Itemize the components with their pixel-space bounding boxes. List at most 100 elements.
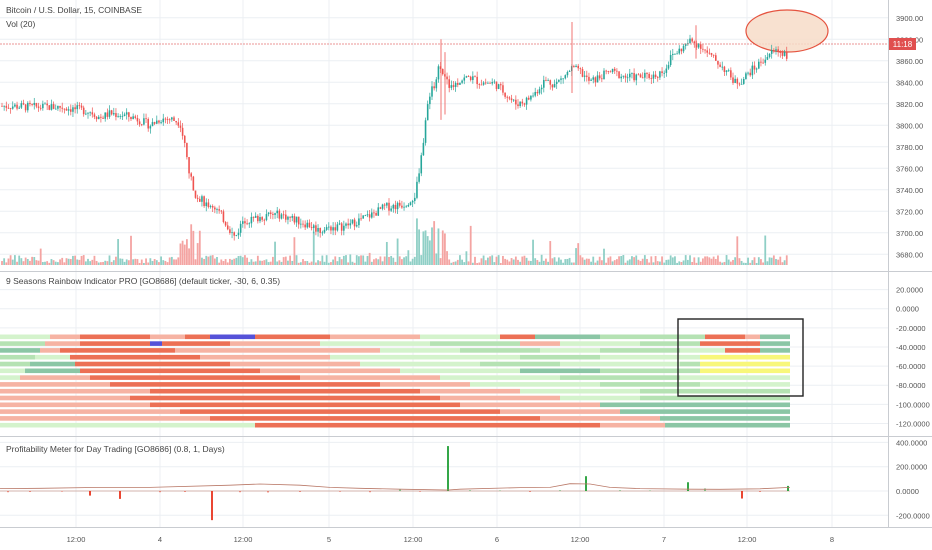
candle-body (312, 225, 315, 229)
axis-tick-label: 3820.00 (896, 100, 923, 109)
volume-bar (201, 257, 203, 265)
candle-body (699, 44, 702, 49)
volume-bar (450, 262, 453, 265)
candle-body (667, 65, 670, 69)
rainbow-segment (560, 375, 680, 380)
candle-body (682, 45, 685, 52)
candle-body (267, 212, 270, 215)
candle-body (166, 119, 169, 120)
volume-bar (480, 258, 483, 265)
candle-body (325, 227, 328, 230)
candle-body (785, 51, 788, 59)
time-axis[interactable]: 12:00 4 12:00 5 12:00 6 12:00 7 12:00 8 (67, 535, 834, 544)
candle-body (254, 215, 257, 218)
price-axis[interactable]: 3900.003880.003860.003840.003820.003800.… (896, 14, 923, 260)
candle-body (592, 77, 595, 80)
candle-body (153, 122, 156, 124)
meter-pane[interactable]: Profitability Meter for Day Trading [GO8… (0, 444, 791, 521)
volume-bar (263, 260, 266, 265)
volume-bar (454, 261, 457, 265)
rainbow-segment (460, 402, 600, 408)
volume-bar (590, 261, 592, 265)
candle-body (39, 107, 42, 109)
volume-bar (749, 262, 752, 265)
rainbow-segment (75, 361, 230, 367)
rainbow-segment (15, 382, 110, 387)
candle-body (607, 71, 610, 72)
rainbow-segment (460, 348, 540, 353)
candle-body (347, 223, 349, 226)
candle-body (414, 197, 416, 201)
candle-body (297, 216, 300, 225)
candle-body (416, 181, 418, 198)
volume-bar (626, 260, 629, 265)
candle-body (160, 122, 162, 124)
candle-body (76, 105, 79, 110)
candle-body (435, 79, 438, 89)
candle-body (693, 41, 696, 44)
candle-body (323, 229, 326, 233)
volume-bar (287, 260, 289, 265)
candle-body (276, 210, 278, 214)
volume-bar (147, 262, 150, 265)
volume-bar (392, 257, 395, 265)
candle-body (63, 108, 66, 110)
volume-bar (220, 259, 223, 265)
rainbow-segment (130, 395, 440, 401)
rainbow-segment (45, 341, 80, 346)
candle-body (773, 50, 775, 51)
candle-body (35, 102, 38, 107)
volume-bar (299, 262, 302, 265)
volume-bar (751, 260, 754, 265)
highlight-box (677, 318, 804, 397)
candle-body (104, 112, 106, 119)
volume-bar (284, 256, 287, 265)
volume-bar (54, 261, 57, 265)
candles (1, 22, 749, 241)
candle-body (781, 52, 784, 56)
candle-body (459, 82, 461, 85)
rainbow-segment (380, 348, 460, 353)
volume-bar (233, 258, 236, 265)
price-pane[interactable]: Bitcoin / U.S. Dollar, 15, COINBASE Vol … (0, 5, 888, 265)
volume-bar (641, 258, 644, 265)
volume-bar (721, 262, 724, 265)
candle-body (480, 84, 483, 86)
volume-bar (9, 255, 12, 265)
volume-bar (699, 261, 702, 265)
volume-bar (237, 256, 240, 265)
volume-bar (213, 258, 216, 265)
candle-body (269, 212, 272, 214)
candle-body (461, 80, 463, 83)
rainbow-axis[interactable]: 20.0000 0.0000 -20.0000 -40.0000 -60.0000 -80… (896, 286, 930, 429)
rainbow-segment (40, 348, 60, 353)
volume-bar (244, 255, 246, 265)
volume-bar (411, 258, 414, 265)
volume-bar (598, 256, 601, 265)
candle-body (72, 107, 74, 112)
rainbow-segment (150, 388, 420, 394)
candle-body (136, 118, 139, 122)
candle-body (454, 82, 457, 87)
candle-body (747, 72, 749, 74)
candle-body (173, 117, 175, 121)
volume-bar (252, 261, 255, 265)
time-tick-label: 8 (830, 535, 834, 544)
candle-body (637, 74, 640, 76)
candle-body (538, 89, 541, 94)
volume-bar (267, 262, 270, 265)
candle-body (383, 204, 386, 206)
meter-axis[interactable]: 400.0000 200.0000 0.0000 -200.0000 (896, 438, 930, 520)
volume-bar (302, 259, 304, 265)
candle-body (31, 104, 33, 105)
axis-tick-label: -100.0000 (896, 400, 930, 409)
candle-body (360, 218, 362, 220)
rainbow-pane[interactable]: 9 Seasons Rainbow Indicator PRO [GO8686]… (0, 276, 804, 428)
candle-body (751, 65, 754, 76)
volume-bar (622, 255, 625, 265)
candle-body (775, 49, 777, 51)
candle-body (545, 79, 547, 81)
volume-bar (583, 259, 586, 265)
candle-body (183, 135, 186, 144)
